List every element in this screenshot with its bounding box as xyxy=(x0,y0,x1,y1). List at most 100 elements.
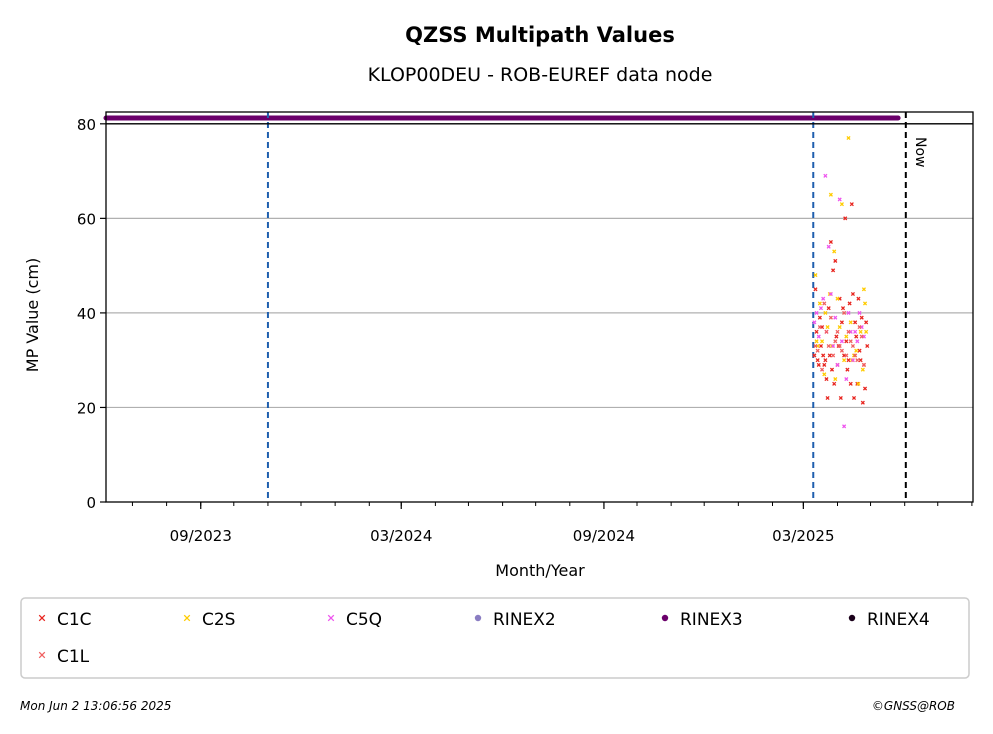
x-tick-label: 09/2023 xyxy=(170,527,232,545)
point-c1c xyxy=(862,386,868,391)
point-c2s xyxy=(839,202,844,207)
point-c1c xyxy=(818,343,824,349)
y-tick-label: 0 xyxy=(86,494,96,512)
series-c5q xyxy=(812,173,866,429)
axes-frame xyxy=(105,111,974,503)
legend-marker xyxy=(38,614,46,622)
point-c5q xyxy=(835,362,840,367)
point-c2s xyxy=(822,372,827,377)
point-c2s xyxy=(848,320,853,325)
point-c2s xyxy=(854,348,859,353)
point-c1l xyxy=(853,353,858,358)
point-c1l xyxy=(842,310,847,315)
point-c2s xyxy=(813,273,818,278)
point-c1l xyxy=(861,362,866,367)
legend-marker xyxy=(848,614,856,622)
point-c1c xyxy=(859,315,864,320)
y-tick-label: 40 xyxy=(77,305,96,323)
point-c1l xyxy=(817,325,822,330)
point-c1c xyxy=(848,381,853,386)
point-c2s xyxy=(844,334,849,339)
point-c1c xyxy=(832,381,837,386)
legend-item-c1c: C1C xyxy=(38,610,92,630)
point-c1c xyxy=(839,320,844,325)
point-c2s xyxy=(828,192,833,197)
point-c2s xyxy=(862,301,868,306)
legend-marker xyxy=(474,614,482,622)
point-c5q xyxy=(844,377,849,382)
x-tick-label: 03/2024 xyxy=(370,527,432,545)
legend-marker xyxy=(327,614,335,622)
point-c2s xyxy=(851,353,857,358)
point-c2s xyxy=(846,135,851,141)
point-c1c xyxy=(860,400,865,405)
point-c2s xyxy=(858,329,863,334)
point-c5q xyxy=(846,310,851,315)
point-c1c xyxy=(828,239,833,245)
point-c2s xyxy=(849,358,854,363)
point-c1l xyxy=(813,343,818,349)
point-c5q xyxy=(839,339,844,344)
point-c1c xyxy=(813,287,818,292)
point-c2s xyxy=(817,301,822,306)
point-c1l xyxy=(815,348,820,353)
point-c2s xyxy=(861,287,866,292)
series-c1l xyxy=(813,301,866,372)
point-c2s xyxy=(823,310,828,315)
point-c1l xyxy=(839,348,844,353)
point-c1c xyxy=(817,315,822,320)
point-c1c xyxy=(833,258,838,263)
point-c2s xyxy=(814,339,819,344)
legend-item-c1l: C1L xyxy=(38,647,90,667)
point-c5q xyxy=(857,310,862,315)
footer-credit: ©GNSS@ROB xyxy=(872,699,955,713)
point-c1c xyxy=(840,306,846,311)
point-c1c xyxy=(827,353,832,358)
now-label: Now xyxy=(912,137,928,168)
point-c1c xyxy=(849,202,854,207)
point-c2s xyxy=(835,296,840,301)
point-c2s xyxy=(837,325,842,330)
point-c1c xyxy=(836,343,841,349)
point-c1c xyxy=(823,358,828,363)
point-c2s xyxy=(860,367,865,372)
series-c1c xyxy=(812,202,870,405)
chart-subtitle: KLOP00DEU - ROB-EUREF data node xyxy=(368,64,713,86)
point-c2s xyxy=(820,339,825,344)
point-c1c xyxy=(834,334,839,339)
legend-marker xyxy=(38,651,46,659)
legend-item-rinex3: RINEX3 xyxy=(661,610,743,630)
point-c1c xyxy=(844,339,849,344)
x-tick-label: 09/2024 xyxy=(573,527,635,545)
point-c1l xyxy=(822,301,827,306)
point-c1c xyxy=(829,367,835,372)
point-c1l xyxy=(835,329,840,334)
point-c1c xyxy=(816,362,821,367)
y-tick-label: 60 xyxy=(77,210,96,228)
legend-label: RINEX3 xyxy=(680,610,743,630)
point-c1l xyxy=(826,343,831,349)
point-c5q xyxy=(837,197,842,202)
point-c1c xyxy=(850,291,855,297)
point-c5q xyxy=(814,310,819,315)
point-c1c xyxy=(822,362,827,367)
point-c1l xyxy=(828,315,833,320)
point-c2s xyxy=(864,329,869,334)
point-c1c xyxy=(825,395,830,401)
point-c1c xyxy=(857,348,862,353)
point-c1c xyxy=(821,353,826,358)
point-c1l xyxy=(820,367,825,372)
point-c1l xyxy=(833,339,838,344)
point-c1c xyxy=(846,358,851,363)
point-c2s xyxy=(832,249,837,254)
point-c1c xyxy=(815,358,820,363)
point-c5q xyxy=(826,244,831,249)
legend-frame xyxy=(20,597,970,679)
point-c1l xyxy=(844,353,849,358)
point-c1c xyxy=(838,395,843,401)
point-c5q xyxy=(850,358,855,363)
point-c1c xyxy=(847,301,852,306)
legend-marker xyxy=(183,614,191,622)
point-c1l xyxy=(855,358,860,363)
